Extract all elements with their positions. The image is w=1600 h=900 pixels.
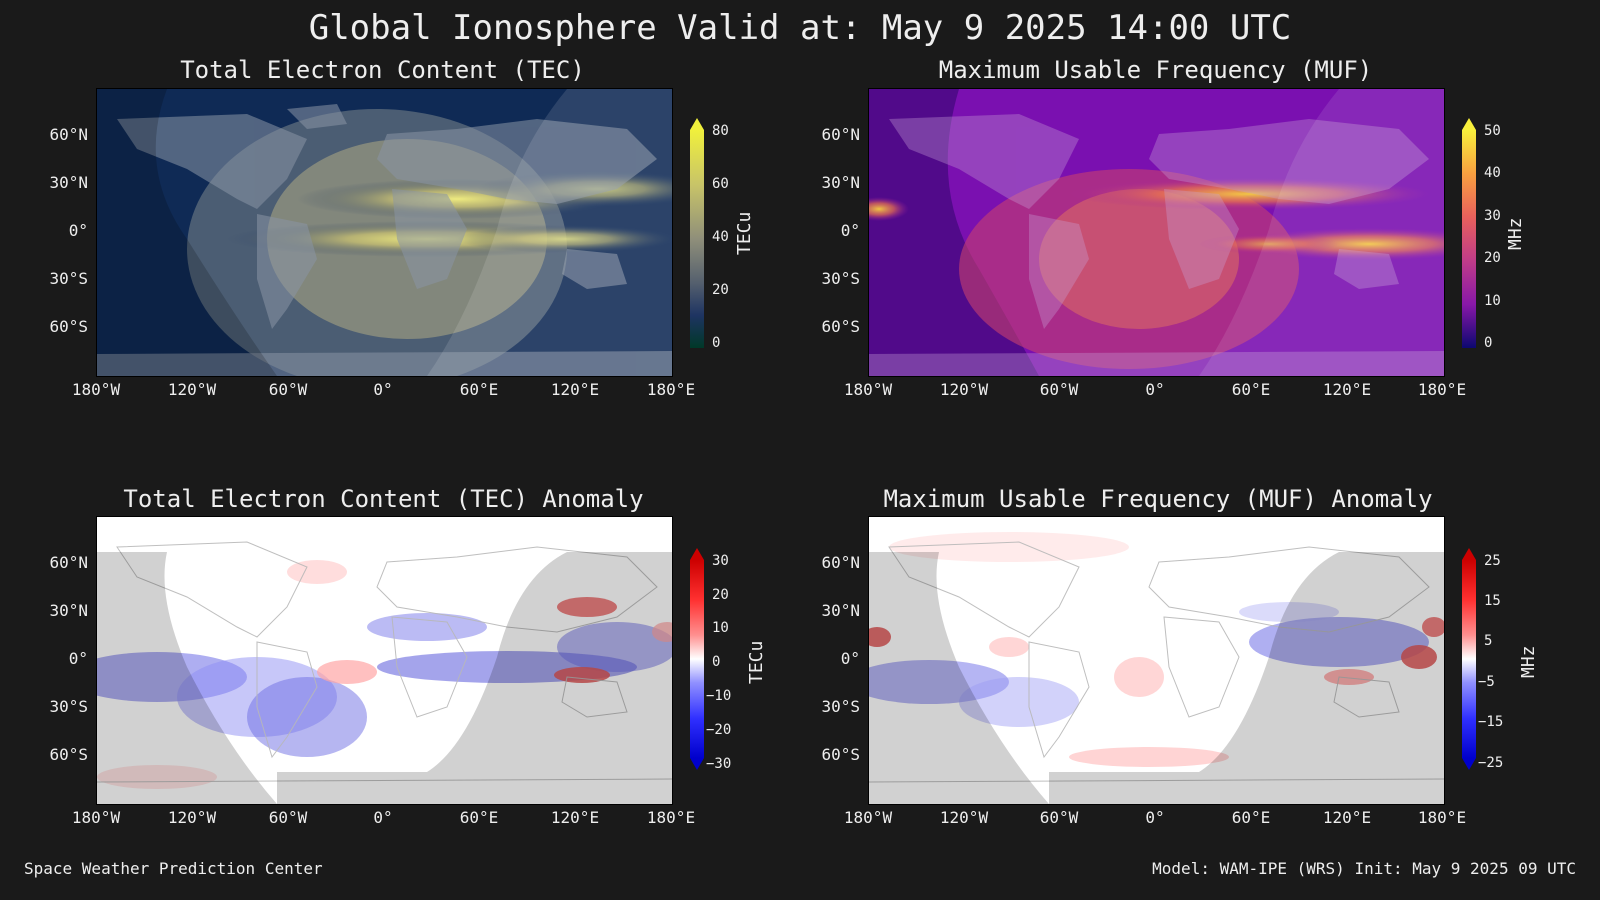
muf-colorbar [1462,118,1476,352]
muf-cbar-tick: 50 [1484,123,1501,139]
lat-tick: 60°N [49,125,88,144]
tec-anomaly-cbar-tick: −20 [706,722,732,738]
lon-tick: 180°E [1417,380,1467,399]
panel-title-muf-anomaly: Maximum Usable Frequency (MUF) Anomaly [883,485,1433,513]
tec-anomaly-colorbar [690,548,704,774]
lon-tick: 180°E [646,380,696,399]
muf-cbar-tick: 0 [1484,335,1493,351]
muf-anomaly-cbar-tick: −5 [1478,674,1495,690]
muf-anomaly-cbar-tick: 15 [1484,593,1501,609]
tec-anomaly-cbar-tick: 10 [712,620,729,636]
tec-cbar-tick: 80 [712,123,729,139]
tec-anomaly-map [96,516,673,805]
lat-tick: 60°N [821,553,860,572]
lon-tick: 60°E [459,808,499,827]
lat-tick: 60°N [49,553,88,572]
lat-tick: 30°N [49,173,88,192]
lon-tick: 60°W [1039,380,1079,399]
lon-tick: 180°W [843,808,893,827]
muf-anomaly-map [868,516,1445,805]
tec-map [96,88,673,377]
lat-tick: 30°N [49,601,88,620]
tec-colorbar [690,118,704,352]
muf-cbar-tick: 20 [1484,250,1501,266]
lon-tick: 60°W [268,808,308,827]
lat-tick: 30°S [821,697,860,716]
tec-cbar-tick: 0 [712,335,721,351]
lon-tick: 60°W [1039,808,1079,827]
muf-cbar-label: MHz [1505,217,1526,250]
lon-tick: 60°W [268,380,308,399]
lat-tick: 30°S [821,269,860,288]
tec-anomaly-cbar-label: TECu [746,640,767,684]
lon-tick: 180°W [843,380,893,399]
footer-model-info: Model: WAM-IPE (WRS) Init: May 9 2025 09… [1152,859,1576,878]
muf-anomaly-cbar-label: MHz [1518,645,1539,678]
lon-tick: 120°E [1322,380,1372,399]
muf-cbar-tick: 10 [1484,293,1501,309]
lon-tick: 180°E [646,808,696,827]
lon-tick: 120°W [167,808,217,827]
panel-title-tec: Total Electron Content (TEC) [180,56,585,84]
muf-anomaly-colorbar [1462,548,1476,774]
lon-tick: 180°W [71,380,121,399]
lon-tick: 60°E [1231,380,1271,399]
muf-map [868,88,1445,377]
muf-cbar-tick: 30 [1484,208,1501,224]
lat-tick: 60°S [49,317,88,336]
lon-tick: 0° [373,808,393,827]
tec-cbar-tick: 60 [712,176,729,192]
lat-tick: 0° [840,649,860,668]
panel-title-muf: Maximum Usable Frequency (MUF) [938,56,1373,84]
lat-tick: 30°S [49,697,88,716]
lat-tick: 30°S [49,269,88,288]
lon-tick: 0° [1145,380,1165,399]
lat-tick: 0° [68,649,88,668]
footer-agency: Space Weather Prediction Center [24,859,323,878]
muf-anomaly-cbar-tick: 25 [1484,553,1501,569]
lon-tick: 0° [373,380,393,399]
tec-cbar-tick: 40 [712,229,729,245]
lon-tick: 120°W [167,380,217,399]
lon-tick: 120°E [550,808,600,827]
lon-tick: 120°W [939,808,989,827]
lon-tick: 60°E [1231,808,1271,827]
tec-anomaly-cbar-tick: 30 [712,553,729,569]
lat-tick: 0° [68,221,88,240]
main-title: Global Ionosphere Valid at: May 9 2025 1… [308,8,1292,48]
lon-tick: 180°W [71,808,121,827]
lon-tick: 120°W [939,380,989,399]
muf-anomaly-cbar-tick: −25 [1478,755,1504,771]
lat-tick: 30°N [821,173,860,192]
lat-tick: 60°N [821,125,860,144]
tec-anomaly-cbar-tick: 20 [712,587,729,603]
muf-anomaly-cbar-tick: −15 [1478,714,1504,730]
lat-tick: 30°N [821,601,860,620]
tec-anomaly-cbar-tick: −10 [706,688,732,704]
lon-tick: 120°E [1322,808,1372,827]
muf-anomaly-cbar-tick: 5 [1484,633,1493,649]
lat-tick: 60°S [821,317,860,336]
panel-title-tec-anomaly: Total Electron Content (TEC) Anomaly [123,485,644,513]
tec-anomaly-cbar-tick: 0 [712,654,721,670]
lat-tick: 0° [840,221,860,240]
lon-tick: 180°E [1417,808,1467,827]
tec-anomaly-cbar-tick: −30 [706,756,732,772]
lon-tick: 120°E [550,380,600,399]
lon-tick: 60°E [459,380,499,399]
lon-tick: 0° [1145,808,1165,827]
lat-tick: 60°S [821,745,860,764]
tec-cbar-tick: 20 [712,282,729,298]
tec-cbar-label: TECu [734,211,755,255]
lat-tick: 60°S [49,745,88,764]
muf-cbar-tick: 40 [1484,165,1501,181]
